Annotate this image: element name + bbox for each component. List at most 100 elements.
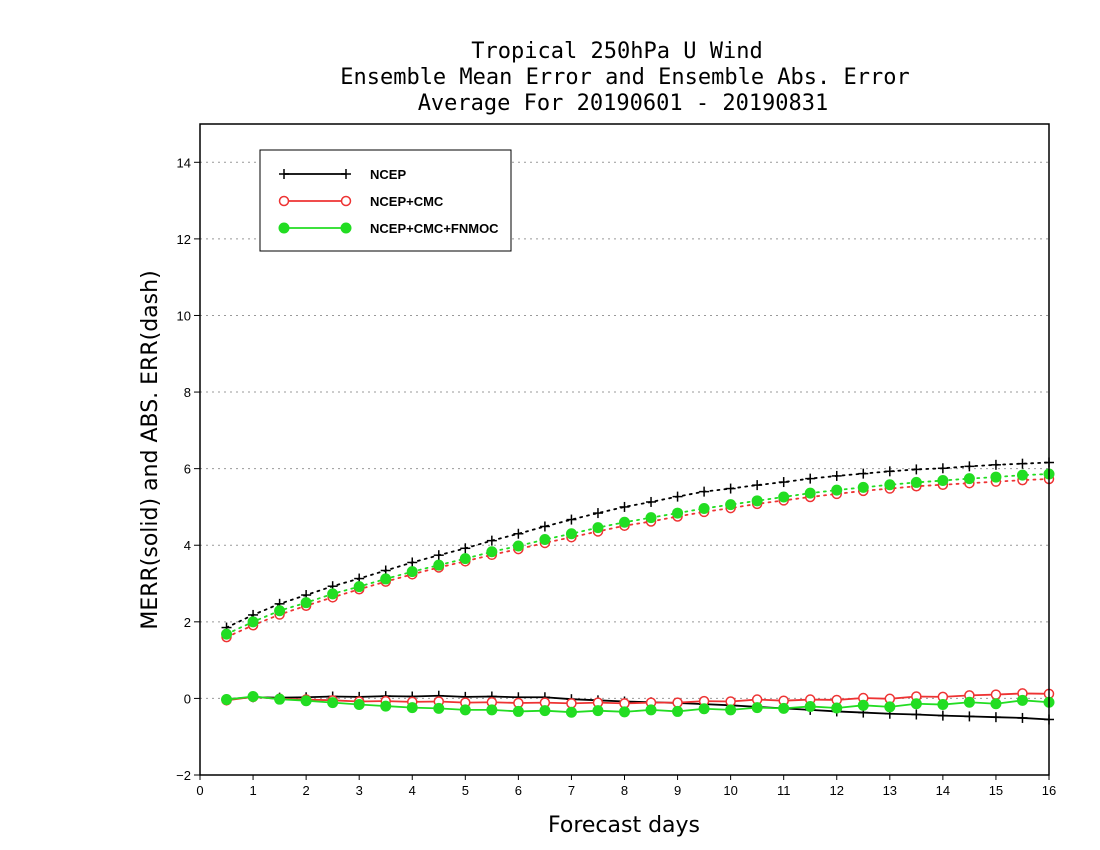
- merr-point: [778, 702, 790, 714]
- abs-err-point: [963, 473, 975, 485]
- abs-err-point: [513, 528, 524, 539]
- legend-marker: [340, 222, 352, 234]
- abs-err-point: [407, 557, 418, 568]
- legend-marker: [278, 195, 290, 207]
- merr-point: [857, 699, 869, 711]
- series-ncep-cmc: [221, 473, 1055, 709]
- merr-point: [751, 702, 763, 714]
- x-tick-label: 12: [830, 783, 844, 798]
- x-tick-label: 5: [462, 783, 469, 798]
- series-layer: [221, 457, 1055, 725]
- abs-err-point: [646, 496, 657, 507]
- y-tick-label: −2: [176, 768, 191, 783]
- abs-err-point: [486, 535, 497, 546]
- abs-err-point: [778, 477, 789, 488]
- merr-point: [539, 705, 551, 717]
- abs-err-point: [964, 461, 975, 472]
- title-line-2: Ensemble Mean Error and Ensemble Abs. Er…: [340, 65, 910, 90]
- merr-point: [990, 712, 1001, 723]
- abs-err-point: [805, 473, 816, 484]
- merr-point: [353, 699, 365, 711]
- x-tick-label: 13: [883, 783, 897, 798]
- chart-title: Tropical 250hPa U Wind Ensemble Mean Err…: [340, 39, 910, 116]
- legend-item-ncep: NCEP: [279, 167, 406, 182]
- abs-err-point: [433, 559, 445, 571]
- x-tick-label: 3: [356, 783, 363, 798]
- legend-item-ncep-cmc: NCEP+CMC: [278, 194, 444, 209]
- legend-label: NCEP+CMC+FNMOC: [370, 221, 499, 236]
- abs-err-point: [592, 508, 603, 519]
- abs-err-point: [512, 540, 524, 552]
- x-tick-label: 15: [989, 783, 1003, 798]
- abs-err-point: [274, 605, 286, 617]
- merr-point: [512, 705, 524, 717]
- merr-point: [619, 706, 630, 718]
- abs-err-line-ncep-cmc: [225, 478, 1050, 639]
- abs-err-point: [539, 533, 551, 545]
- merr-point: [486, 704, 498, 716]
- abs-err-point: [857, 481, 869, 493]
- legend-marker: [279, 169, 289, 179]
- legend: NCEP NCEP+CMC NCEP+CMC+FNMOC: [259, 149, 512, 252]
- x-tick-label: 11: [777, 783, 791, 798]
- y-tick-label: 6: [184, 462, 191, 477]
- merr-point: [911, 709, 922, 720]
- abs-err-point: [221, 628, 233, 640]
- abs-err-point: [672, 491, 683, 502]
- abs-err-point: [911, 464, 922, 475]
- abs-err-point: [699, 486, 710, 497]
- merr-point: [804, 700, 816, 712]
- abs-err-point: [380, 573, 392, 585]
- x-tick-label: 0: [196, 783, 203, 798]
- abs-err-point: [778, 491, 790, 503]
- merr-point: [884, 701, 896, 713]
- merr-line-ncep: [226, 694, 1050, 721]
- x-tick-label: 10: [723, 783, 737, 798]
- abs-err-point: [831, 470, 842, 481]
- y-tick-label: 10: [177, 308, 191, 323]
- x-tick-label: 2: [303, 783, 310, 798]
- x-tick-label: 6: [515, 783, 522, 798]
- merr-point: [937, 710, 948, 721]
- x-tick-label: 8: [621, 783, 628, 798]
- merr-point: [672, 705, 684, 717]
- merr-point: [698, 703, 710, 715]
- abs-err-point: [884, 466, 895, 477]
- merr-point: [645, 704, 657, 716]
- abs-err-point: [725, 483, 736, 494]
- y-tick-label: 14: [177, 155, 191, 170]
- merr-point: [964, 711, 975, 722]
- merr-point: [274, 693, 286, 705]
- abs-err-point: [937, 463, 948, 474]
- y-axis-title: MERR(solid) and ABS. ERR(dash): [138, 270, 163, 629]
- abs-err-point: [486, 546, 498, 558]
- abs-err-point: [752, 480, 763, 491]
- abs-err-point: [565, 528, 577, 540]
- x-tick-label: 9: [674, 783, 681, 798]
- legend-label: NCEP: [370, 167, 406, 182]
- x-tick-label: 4: [409, 783, 416, 798]
- abs-err-point: [884, 479, 896, 491]
- merr-point: [327, 697, 339, 709]
- legend-marker: [340, 195, 352, 207]
- merr-point: [1016, 694, 1028, 706]
- merr-point: [1017, 712, 1028, 723]
- title-line-1: Tropical 250hPa U Wind: [471, 39, 762, 64]
- merr-point: [566, 698, 577, 709]
- plot-frame: [199, 123, 1050, 776]
- merr-point: [990, 689, 1002, 700]
- merr-point: [963, 696, 975, 708]
- abs-err-point: [831, 484, 843, 496]
- x-axis-title: Forecast days: [548, 813, 700, 838]
- abs-err-point: [353, 581, 365, 593]
- abs-err-point: [858, 468, 869, 479]
- y-tick-label: 2: [184, 615, 191, 630]
- merr-point: [990, 698, 1002, 710]
- abs-err-point: [1016, 469, 1028, 481]
- abs-err-point: [725, 499, 737, 511]
- x-tick-label: 7: [568, 783, 575, 798]
- abs-err-point: [619, 516, 630, 528]
- abs-err-point: [672, 507, 684, 519]
- abs-err-point: [460, 543, 471, 554]
